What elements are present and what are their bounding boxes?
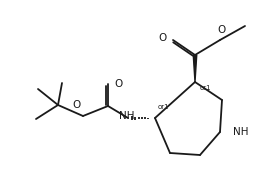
- Text: or1: or1: [158, 104, 170, 110]
- Text: O: O: [218, 25, 226, 35]
- Polygon shape: [193, 55, 197, 82]
- Text: NH: NH: [119, 111, 134, 121]
- Text: O: O: [73, 100, 81, 110]
- Text: or1: or1: [200, 85, 212, 91]
- Text: NH: NH: [233, 127, 248, 137]
- Text: O: O: [159, 33, 167, 43]
- Text: O: O: [114, 79, 122, 89]
